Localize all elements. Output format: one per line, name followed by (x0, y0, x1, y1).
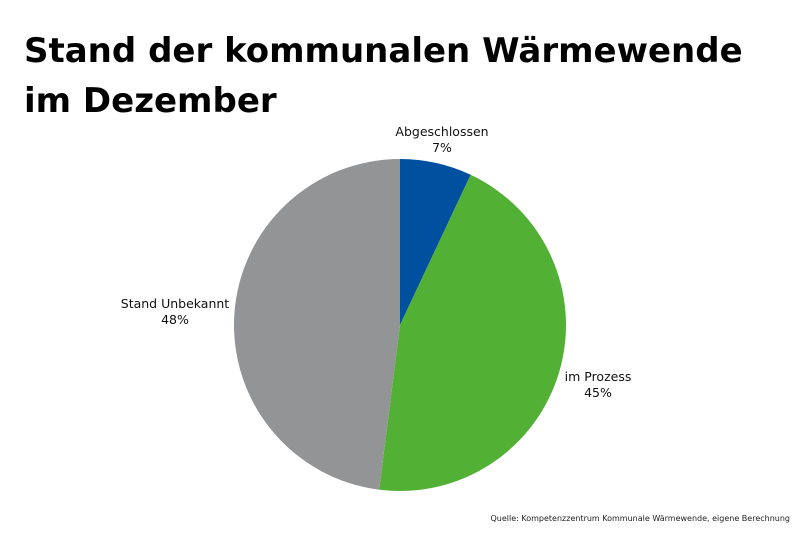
slice-label: Stand Unbekannt (121, 296, 230, 311)
slice-label: Abgeschlossen (395, 124, 488, 139)
slice-value-label: 45% (584, 385, 612, 400)
chart-title: Stand der kommunalen Wärmewende im Dezem… (24, 31, 743, 121)
slice-value-label: 7% (432, 140, 452, 155)
source-note: Quelle: Kompetenzzentrum Kommunale Wärme… (490, 514, 790, 523)
pie-slice-stand-unbekannt (234, 159, 400, 490)
pie-slice-abgeschlossen (400, 159, 471, 325)
pie-slice-im-prozess (379, 174, 566, 491)
slice-value-label: 48% (161, 312, 189, 327)
slice-label: im Prozess (565, 369, 632, 384)
